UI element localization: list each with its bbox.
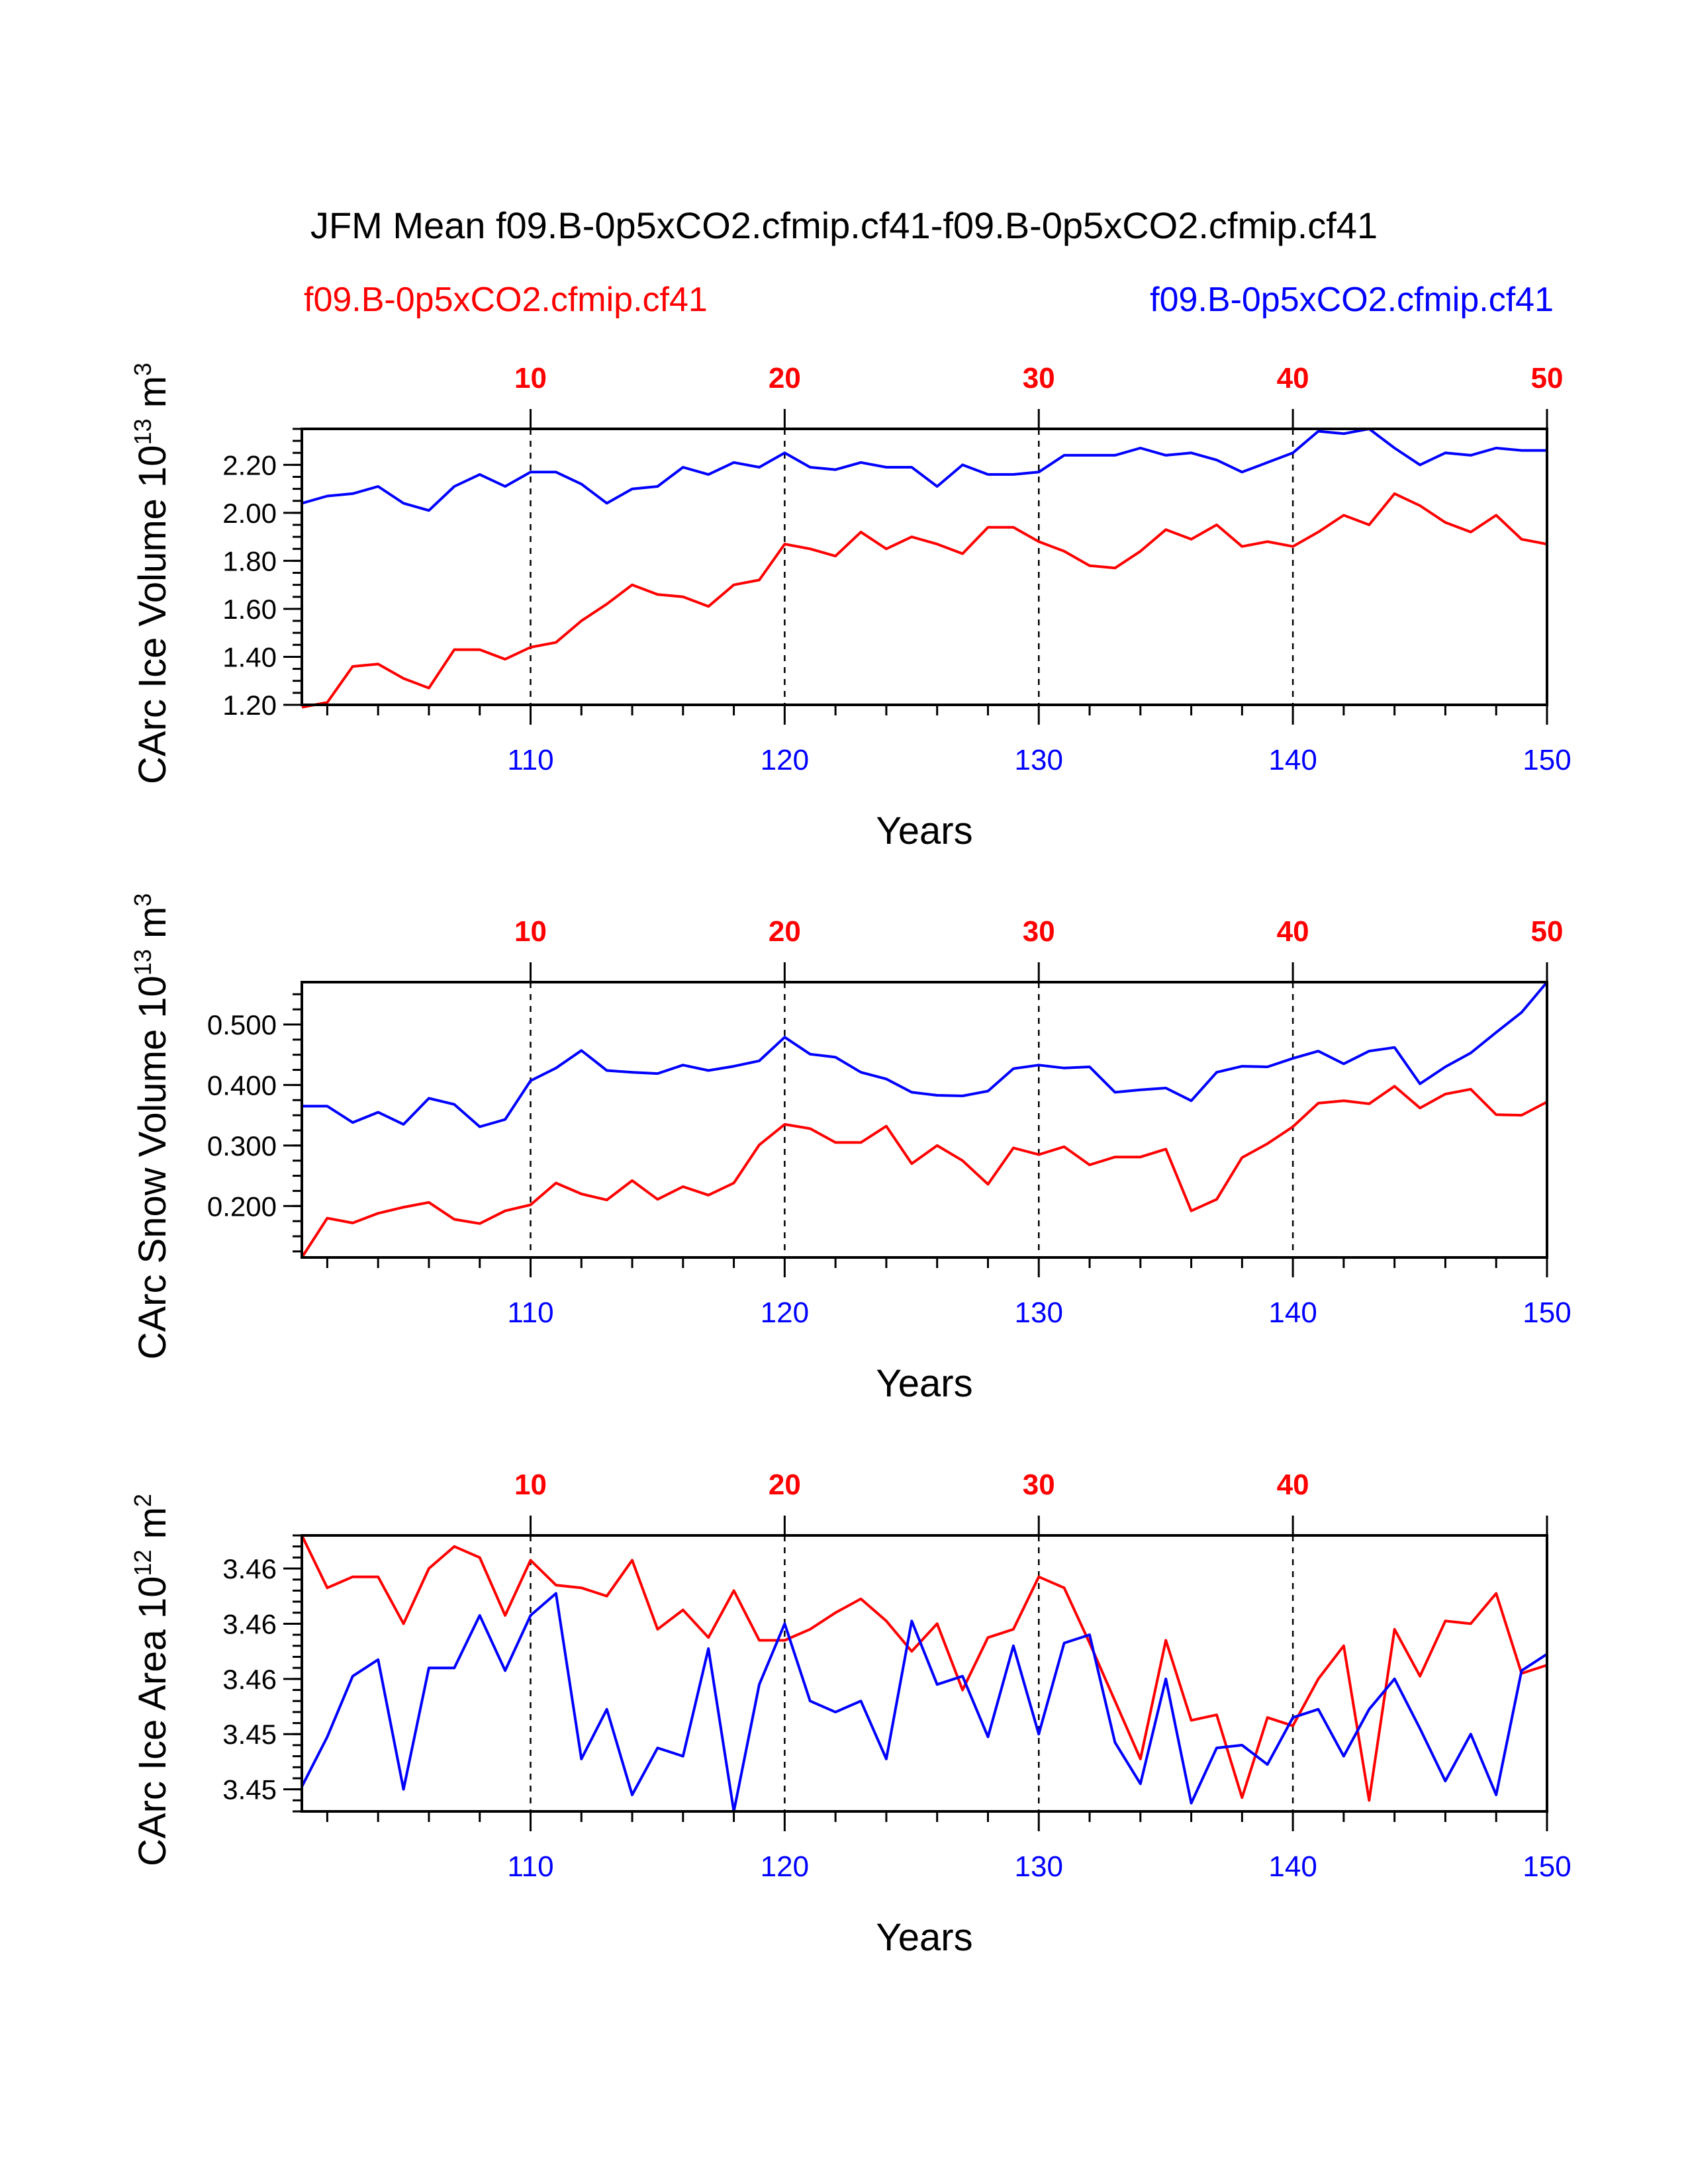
y-axis-title: CArc Snow Volume 1013 m3 [129, 893, 174, 1360]
y-axis-title-unit-exponent: 3 [129, 893, 156, 907]
y-axis-title-unit: m [131, 376, 174, 418]
legend-left-series-label: f09.B-0p5xCO2.cfmip.cf41 [304, 281, 708, 319]
x-tick-label-top: 40 [1277, 1469, 1309, 1501]
y-axis-title: CArc Ice Area 1012 m2 [129, 1494, 174, 1866]
x-tick-label-bottom: 120 [761, 744, 809, 776]
y-tick-label: 1.60 [222, 594, 277, 625]
x-tick-label-bottom: 120 [761, 1850, 809, 1883]
y-tick-label: 0.400 [207, 1069, 277, 1101]
y-tick-label: 3.46 [222, 1664, 277, 1695]
y-axis-title-text: CArc Ice Area 10 [131, 1576, 174, 1866]
y-axis-title-unit: m [131, 1507, 174, 1549]
y-tick-label: 3.46 [222, 1608, 277, 1639]
y-axis-title-unit: m [131, 907, 174, 949]
x-tick-label-bottom: 130 [1015, 744, 1063, 776]
x-axis-title: Years [876, 1362, 972, 1405]
y-tick-label: 2.00 [222, 498, 277, 529]
red-series-line [301, 1085, 1548, 1259]
y-axis-title-text: CArc Ice Volume 10 [131, 445, 174, 784]
x-axis-title: Years [876, 809, 972, 852]
y-tick-label: 0.500 [207, 1009, 277, 1040]
x-tick-label-bottom: 150 [1523, 1850, 1571, 1883]
plot-frame [301, 1534, 1548, 1813]
y-tick-label: 1.20 [222, 690, 277, 721]
snow-volume-panel: 110 120 130 140 150 10 20 30 40 50 Years 0.200 0.300… [129, 893, 1571, 1405]
x-tick-label-bottom: 110 [507, 1850, 553, 1883]
x-tick-label-bottom: 140 [1268, 744, 1317, 776]
x-tick-label-bottom: 130 [1015, 1850, 1063, 1883]
legend-right-series-label: f09.B-0p5xCO2.cfmip.cf41 [1150, 281, 1554, 319]
y-tick-label: 1.40 [222, 641, 277, 672]
x-tick-label-top: 20 [769, 915, 801, 948]
y-axis-title-unit-exponent: 3 [129, 363, 156, 376]
x-tick-label-top: 30 [1023, 1469, 1055, 1501]
x-tick-label-top: 20 [769, 362, 801, 394]
x-tick-label-top: 10 [514, 1469, 547, 1501]
plot-frame [301, 428, 1548, 706]
y-axis-title-exponent: 13 [129, 418, 156, 445]
red-series-line [301, 1535, 1548, 1802]
x-tick-label-bottom: 130 [1015, 1297, 1063, 1329]
x-tick-label-top: 50 [1531, 362, 1564, 394]
blue-series-line [302, 981, 1548, 1128]
chart-title: JFM Mean f09.B-0p5xCO2.cfmip.cf41-f09.B-… [310, 205, 1378, 246]
x-tick-label-top: 10 [514, 362, 547, 394]
red-series-line [301, 492, 1548, 709]
x-tick-label-bottom: 110 [507, 1297, 553, 1329]
x-tick-label-top: 20 [769, 1469, 801, 1501]
y-tick-label: 0.300 [207, 1130, 277, 1161]
x-tick-label-bottom: 140 [1268, 1297, 1317, 1329]
x-tick-label-top: 50 [1531, 915, 1564, 948]
plot-frame [301, 981, 1548, 1259]
blue-series-line [301, 1592, 1548, 1813]
x-tick-label-top: 40 [1277, 915, 1309, 948]
y-axis-title-exponent: 13 [129, 949, 156, 976]
x-tick-label-bottom: 150 [1523, 744, 1571, 776]
ice-volume-panel: 110 120 130 140 150 10 20 30 40 50 Years 1.20 1.40 1.… [129, 362, 1571, 852]
ice-area-panel: 110 120 130 140 150 10 20 30 40 Years 3.45 3.45 3.46… [129, 1469, 1571, 1959]
y-tick-label: 2.20 [222, 449, 277, 480]
y-tick-label: 3.46 [222, 1553, 277, 1584]
y-axis-title: CArc Ice Volume 1013 m3 [129, 363, 174, 784]
x-axis-title: Years [876, 1916, 972, 1959]
blue-series-line [301, 428, 1547, 512]
y-tick-label: 3.45 [222, 1774, 277, 1805]
y-tick-label: 0.200 [207, 1191, 277, 1222]
x-tick-label-bottom: 150 [1523, 1297, 1571, 1329]
y-axis-title-exponent: 12 [129, 1549, 156, 1576]
x-tick-label-bottom: 120 [761, 1297, 809, 1329]
y-tick-label: 1.80 [222, 545, 277, 576]
x-tick-label-top: 10 [514, 915, 547, 948]
x-tick-label-top: 40 [1277, 362, 1309, 394]
x-tick-label-bottom: 140 [1268, 1850, 1317, 1883]
x-tick-label-bottom: 110 [507, 744, 553, 776]
y-axis-title-unit-exponent: 2 [129, 1494, 156, 1507]
x-tick-label-top: 30 [1023, 362, 1055, 394]
x-tick-label-top: 30 [1023, 915, 1055, 948]
y-axis-title-text: CArc Snow Volume 10 [131, 976, 174, 1359]
y-tick-label: 3.45 [222, 1719, 277, 1750]
